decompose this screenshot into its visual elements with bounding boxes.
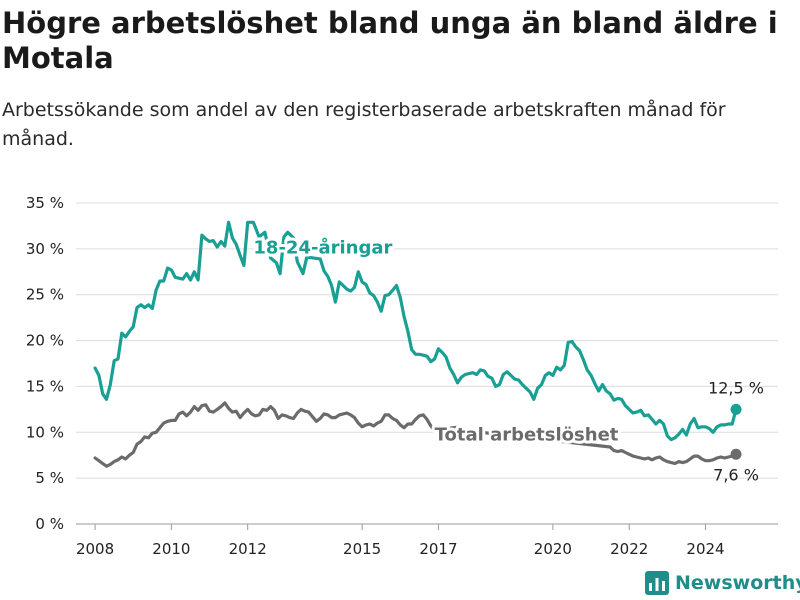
x-tick-label: 2024 bbox=[686, 540, 724, 558]
chart-subtitle: Arbetssökande som andel av den registerb… bbox=[2, 99, 726, 150]
series-end-point bbox=[730, 403, 742, 415]
grid-lines bbox=[76, 202, 778, 525]
x-tick-label: 2020 bbox=[534, 540, 572, 558]
y-tick-label: 15 % bbox=[26, 377, 64, 395]
series-lines bbox=[93, 220, 742, 468]
brand-name: Newsworthy bbox=[675, 572, 800, 594]
end-value-label-youth: 12,5 % bbox=[708, 378, 764, 397]
x-tick-label: 2012 bbox=[229, 540, 267, 558]
x-tick-label: 2010 bbox=[152, 540, 190, 558]
x-tick-label: 2015 bbox=[343, 540, 381, 558]
end-value-label-total: 7,6 % bbox=[713, 465, 759, 484]
y-tick-label: 10 % bbox=[26, 423, 64, 441]
y-tick-label: 5 % bbox=[35, 469, 64, 487]
series-end-point bbox=[730, 448, 742, 460]
bar-chart-logo-icon bbox=[645, 571, 669, 595]
y-tick-label: 25 % bbox=[26, 286, 64, 304]
y-tick-label: 0 % bbox=[35, 515, 64, 533]
y-tick-label: 35 % bbox=[26, 194, 64, 212]
series-line-total bbox=[93, 401, 738, 468]
axes: 0 % 5 % 10 % 15 % 20 % 25 % 30 % 35 % 2008 2010 20… bbox=[26, 194, 725, 558]
x-tick-label: 2017 bbox=[419, 540, 457, 558]
y-tick-label: 20 % bbox=[26, 332, 64, 350]
y-tick-label: 30 % bbox=[26, 240, 64, 258]
series-line-youth bbox=[93, 220, 738, 442]
series-label-youth: 18-24-åringar bbox=[253, 236, 392, 258]
chart-title: Högre arbetslöshet bland unga än bland ä… bbox=[2, 6, 778, 75]
series-labels: 18-24-åringar Total arbetslöshet 12,5 % 7,6… bbox=[250, 233, 764, 484]
series-label-total: Total arbetslöshet bbox=[435, 425, 619, 446]
x-tick-label: 2008 bbox=[76, 540, 114, 558]
x-tick-label: 2022 bbox=[610, 540, 648, 558]
newsworthy-brand[interactable]: Newsworthy bbox=[645, 569, 800, 597]
